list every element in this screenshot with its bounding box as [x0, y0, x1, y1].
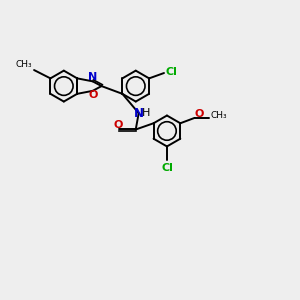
Text: N: N — [88, 72, 98, 82]
Text: O: O — [113, 120, 123, 130]
Text: O: O — [88, 90, 98, 100]
Text: O: O — [195, 109, 204, 119]
Text: CH₃: CH₃ — [16, 60, 33, 69]
Text: H: H — [142, 108, 150, 118]
Text: Cl: Cl — [161, 164, 173, 173]
Text: Cl: Cl — [165, 67, 177, 77]
Text: N: N — [134, 106, 144, 120]
Text: CH₃: CH₃ — [210, 111, 227, 120]
